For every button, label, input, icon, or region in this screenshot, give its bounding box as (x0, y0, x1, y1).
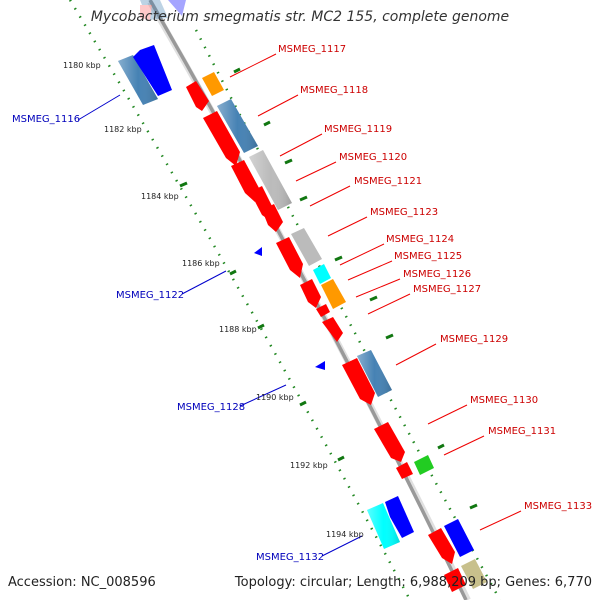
gene-msmeg-1132 (367, 496, 414, 549)
gene-label: MSMEG_1122 (116, 290, 184, 301)
gene-msmeg-1128 (315, 361, 325, 370)
tick-label: 1192 kbp (290, 461, 328, 470)
gene-label: MSMEG_1127 (413, 284, 481, 295)
gene-label: MSMEG_1126 (403, 269, 471, 280)
genome-title: Mycobacterium smegmatis str. MC2 155, co… (90, 9, 510, 25)
tick-label: 1184 kbp (141, 192, 179, 201)
gene-msmeg-1116 (118, 55, 158, 105)
tick-label: 1194 kbp (326, 530, 364, 539)
gene-msmeg-1125 (313, 264, 331, 284)
gene-msmeg-1133 (428, 519, 487, 592)
gene-label: MSMEG_1129 (440, 334, 508, 345)
gene-msmeg-1122 (254, 247, 262, 256)
gene-msmeg-1117 (186, 72, 224, 111)
gene-msmeg-1129 (342, 350, 392, 405)
gc-track-outer (194, 29, 502, 600)
gene-label: MSMEG_1133 (524, 501, 592, 512)
gene-label: MSMEG_1130 (470, 395, 538, 406)
gene-label: MSMEG_1125 (394, 251, 462, 262)
gene-label: MSMEG_1124 (386, 234, 454, 245)
tick-label: 1190 kbp (256, 393, 294, 402)
gene-label: MSMEG_1116 (12, 114, 80, 125)
gene-msmeg-1120 (249, 150, 292, 210)
tick-label: 1188 kbp (219, 325, 257, 334)
gene-label: MSMEG_1119 (324, 124, 392, 135)
topology-label: Topology: circular; Length: 6,988,209 bp… (234, 575, 592, 590)
tick-label: 1186 kbp (182, 259, 220, 268)
gene-msmeg-1130 (374, 422, 413, 479)
forward-labels: MSMEG_1117 MSMEG_1118 MSMEG_1119 MSMEG_1… (278, 44, 592, 512)
gene-label: MSMEG_1128 (177, 402, 245, 413)
gene-msmeg-1119 (203, 111, 240, 166)
gene-msmeg-1124 (276, 237, 303, 278)
gc-skew-marks (179, 67, 478, 510)
reverse-labels: MSMEG_1116 MSMEG_1122 MSMEG_1128 MSMEG_1… (12, 114, 324, 563)
reverse-leaders (77, 94, 363, 557)
gene-msmeg-1126 (321, 279, 346, 309)
gene-msmeg-1123 (262, 204, 322, 266)
gene-msmeg-1127 (300, 279, 343, 342)
accession-label: Accession: NC_008596 (8, 575, 156, 590)
gene-msmeg-1118 (217, 99, 258, 153)
gene-msmeg-1131 (414, 455, 434, 475)
gene-label: MSMEG_1121 (354, 176, 422, 187)
gene-label: MSMEG_1118 (300, 85, 368, 96)
gene-label: MSMEG_1120 (339, 152, 407, 163)
gene-faded-top (140, 0, 186, 20)
gene-label: MSMEG_1131 (488, 426, 556, 437)
tick-label: 1180 kbp (63, 61, 101, 70)
gene-label: MSMEG_1123 (370, 207, 438, 218)
gene-label: MSMEG_1117 (278, 44, 346, 55)
tick-label: 1182 kbp (104, 125, 142, 134)
gene-label: MSMEG_1132 (256, 552, 324, 563)
forward-leaders (229, 53, 522, 531)
gene-msmeg-1116b (133, 45, 172, 96)
